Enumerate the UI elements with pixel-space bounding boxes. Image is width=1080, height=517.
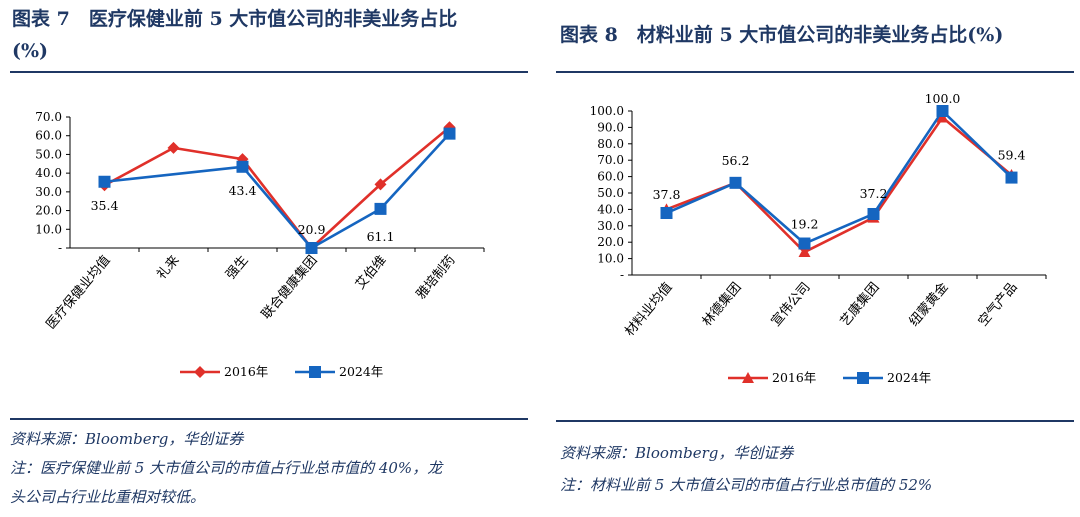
- y-tick-label: -: [620, 268, 624, 282]
- y-tick-label: 70.0: [597, 153, 624, 167]
- x-tick-label: 强生: [223, 253, 251, 283]
- chart-title-left: 图表 7 医疗保健业前 5 大市值公司的非美业务占比: [12, 8, 458, 30]
- y-tick-label: 50.0: [597, 186, 624, 200]
- legend-marker-1: [309, 366, 321, 378]
- data-label: 56.2: [722, 153, 750, 168]
- series-1-point: [729, 176, 742, 189]
- y-tick-label: -: [58, 241, 62, 255]
- y-tick-label: 40.0: [597, 202, 624, 216]
- data-label: 61.1: [367, 229, 395, 244]
- y-tick-label: 20.0: [597, 235, 624, 249]
- legend-label-1: 2024年: [887, 370, 931, 385]
- legend-label-0: 2016年: [772, 370, 816, 385]
- chart-title-right: 图表 8 材料业前 5 大市值公司的非美业务占比(%): [560, 24, 1004, 46]
- panel-left: 图表 7 医疗保健业前 5 大市值公司的非美业务占比 (%) - 10.0 20.0…: [10, 8, 528, 506]
- series-1-point: [374, 202, 387, 215]
- series-1-point: [98, 175, 111, 188]
- legend-marker-1: [857, 372, 869, 384]
- x-tick-label: 空气产品: [975, 279, 1021, 329]
- x-tick-label: 医疗保健业均值: [43, 252, 114, 332]
- x-tick-label: 纽蒙黄金: [906, 279, 952, 329]
- series-1-point: [936, 105, 949, 117]
- y-tick-label: 30.0: [597, 219, 624, 233]
- series-0-point: [798, 246, 811, 258]
- x-tick-label: 材料业均值: [622, 279, 676, 339]
- y-tick-label: 10.0: [35, 222, 62, 236]
- x-tick-label: 林德集团: [699, 279, 745, 329]
- data-label: 59.4: [998, 148, 1026, 163]
- series-1-point: [798, 237, 811, 250]
- legend-label-1: 2024年: [339, 364, 383, 379]
- data-label: 43.4: [229, 183, 257, 198]
- title-rule-left: [10, 71, 528, 73]
- y-tick-label: 70.0: [35, 110, 62, 124]
- series-1-point: [305, 242, 318, 254]
- data-label: 37.2: [860, 186, 888, 201]
- series-0-point: [374, 178, 387, 191]
- legend-marker-0: [194, 366, 206, 378]
- x-tick-label: 礼来: [154, 252, 183, 282]
- chart-left: - 10.0 20.0 30.0 40.0 50.0 60.0 70.0 医疗保健业均值 礼来 强生…: [35, 110, 485, 379]
- series-1-point: [867, 207, 880, 220]
- legend-marker-0: [742, 372, 754, 383]
- data-label: 19.2: [791, 217, 819, 232]
- title-rule-right: [556, 71, 1074, 73]
- x-tick-label: 艺康集团: [837, 279, 883, 329]
- series-0-point: [236, 153, 249, 166]
- series-0-point: [443, 121, 456, 134]
- y-tick-label: 60.0: [35, 129, 62, 143]
- x-tick-label: 艾伯维: [353, 253, 390, 293]
- y-tick-label: 100.0: [590, 104, 624, 118]
- series-1-point: [236, 160, 249, 173]
- y-tick-label: 90.0: [597, 120, 624, 134]
- data-label: 20.9: [298, 222, 326, 237]
- source-left: 资料来源：Bloomberg，华创证券: [10, 430, 244, 448]
- y-tick-label: 40.0: [35, 166, 62, 180]
- data-label: 35.4: [91, 198, 119, 213]
- series-1-point: [660, 207, 673, 220]
- source-right: 资料来源：Bloomberg，华创证券: [560, 444, 794, 462]
- source-rule-left: [10, 418, 528, 420]
- y-tick-label: 10.0: [597, 252, 624, 266]
- source-rule-right: [556, 420, 1074, 422]
- x-tick-label: 宣伟公司: [768, 279, 814, 329]
- note-left-line2: 头公司占行业比重相对较低。: [10, 488, 206, 506]
- series-1-point: [443, 127, 456, 140]
- series-0-point: [167, 141, 180, 154]
- data-label: 37.8: [653, 187, 681, 202]
- data-label: 100.0: [925, 91, 961, 106]
- legend-label-0: 2016年: [224, 364, 268, 379]
- y-tick-label: 80.0: [597, 137, 624, 151]
- chart-right: - 10.0 20.0 30.0 40.0 50.0 60.0 70.0 80.0 90.0 100…: [590, 91, 1047, 385]
- series-line-0: [666, 116, 1013, 254]
- series-1-point: [1005, 171, 1018, 184]
- series-line-1: [104, 132, 451, 250]
- note-left-line1: 注：医疗保健业前 5 大市值公司的市值占行业总市值的 40%，龙: [10, 459, 443, 477]
- series-line-1: [665, 109, 1013, 245]
- y-tick-label: 50.0: [35, 147, 62, 161]
- y-tick-label: 30.0: [35, 185, 62, 199]
- x-tick-label: 联合健康集团: [258, 252, 320, 322]
- note-right: 注：材料业前 5 大市值公司的市值占行业总市值的 52%: [560, 476, 933, 494]
- y-tick-label: 60.0: [597, 170, 624, 184]
- y-tick-label: 20.0: [35, 204, 62, 218]
- chart-title-left-unit: (%): [12, 40, 49, 62]
- x-tick-label: 雅培制药: [413, 252, 459, 302]
- series-0-point: [936, 111, 949, 123]
- series-line-0: [103, 126, 451, 250]
- panel-right: 图表 8 材料业前 5 大市值公司的非美业务占比(%) - 10.0 20.0 30.…: [552, 0, 1080, 517]
